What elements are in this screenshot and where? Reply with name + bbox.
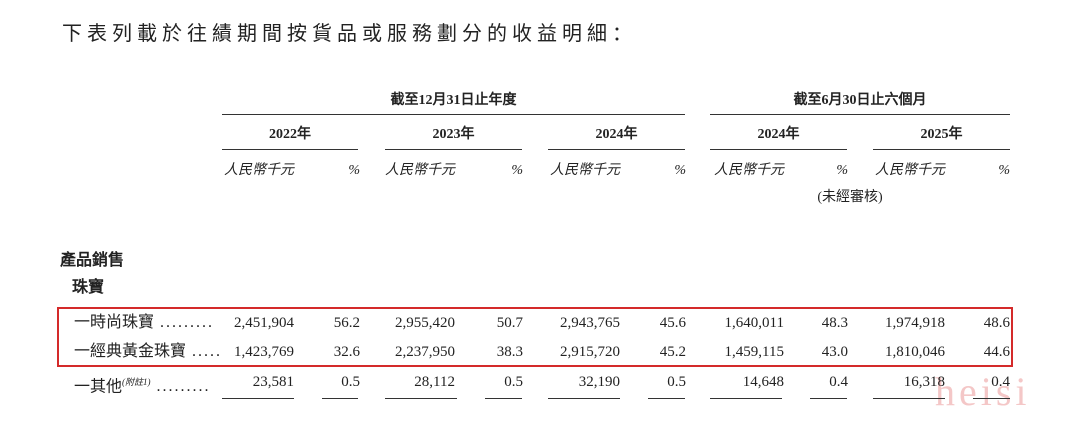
cell: 1,640,011 [724,315,784,331]
subsection-title: 珠寶 [72,279,105,296]
percent-unit: % [674,163,686,178]
cell: 2,451,904 [234,315,294,331]
percent-unit: % [836,163,848,178]
period-header: 2022年 [269,127,311,142]
row-label: 一經典黃金珠寶..... [74,343,222,361]
rule [222,398,294,399]
amount-unit: 人民幣千元 [385,163,455,178]
unaudited-note: (未經審核) [817,190,883,205]
rule [873,149,1010,150]
section-title: 產品銷售 [60,252,125,269]
cell: 2,915,720 [560,344,620,360]
cell: 1,810,046 [885,344,945,360]
cell: 14,648 [742,374,784,390]
cell: 0.5 [504,374,523,390]
cell: 2,955,420 [395,315,455,331]
cell: 44.6 [983,344,1010,360]
amount-unit: 人民幣千元 [875,163,945,178]
cell: 56.2 [333,315,360,331]
row-label: 一時尚珠寶......... [74,314,214,332]
period-header: 2024年 [595,127,638,142]
row-note: (附註1) [122,377,151,387]
group-header: 截至6月30日止六個月 [793,93,927,108]
cell: 0.5 [667,374,686,390]
cell: 45.2 [659,344,686,360]
heading: 下表列載於往績期間按貨品或服務劃分的收益明細： [62,23,637,45]
cell: 1,974,918 [885,315,945,331]
cell: 32,190 [578,374,620,390]
row-label: 一其他(附註1)......... [74,373,211,396]
cell: 0.4 [991,374,1010,390]
cell: 1,423,769 [234,344,294,360]
rule [973,398,1010,399]
rule [710,398,782,399]
cell: 38.3 [496,344,523,360]
amount-unit: 人民幣千元 [550,163,620,178]
cell: 43.0 [821,344,848,360]
cell: 28,112 [414,374,455,390]
rule [385,149,522,150]
row-label-text: 一經典黃金珠寶 [74,343,187,360]
period-header: 2023年 [432,127,475,142]
rule [710,114,1010,115]
rule [648,398,685,399]
percent-unit: % [511,163,523,178]
cell: 50.7 [496,315,523,331]
row-leader: ......... [156,378,211,396]
period-header: 2025年 [920,127,963,142]
row-leader: ......... [160,314,215,331]
cell: 23,581 [252,374,294,390]
cell: 48.6 [983,315,1010,331]
cell: 1,459,115 [724,344,784,360]
percent-unit: % [348,163,360,178]
rule [548,149,685,150]
rule [873,398,945,399]
percent-unit: % [998,163,1010,178]
cell: 16,318 [903,374,945,390]
row-label-text: 一時尚珠寶 [74,314,155,331]
rule [385,398,457,399]
rule [485,398,522,399]
rule [810,398,847,399]
cell: 0.5 [341,374,360,390]
cell: 45.6 [659,315,686,331]
rule [222,114,685,115]
amount-unit: 人民幣千元 [714,163,784,178]
rule [222,149,358,150]
highlight-box [57,307,1013,367]
group-header: 截至12月31日止年度 [390,93,517,108]
row-leader: ..... [192,343,223,360]
rule [548,398,620,399]
cell: 32.6 [333,344,360,360]
cell: 48.3 [821,315,848,331]
period-header: 2024年 [757,127,800,142]
row-label-text: 一其他 [74,378,123,396]
rule [322,398,358,399]
amount-unit: 人民幣千元 [224,163,294,178]
cell: 2,237,950 [395,344,455,360]
rule [710,149,847,150]
watermark: heisi [935,369,1031,414]
cell: 2,943,765 [560,315,620,331]
cell: 0.4 [829,374,848,390]
